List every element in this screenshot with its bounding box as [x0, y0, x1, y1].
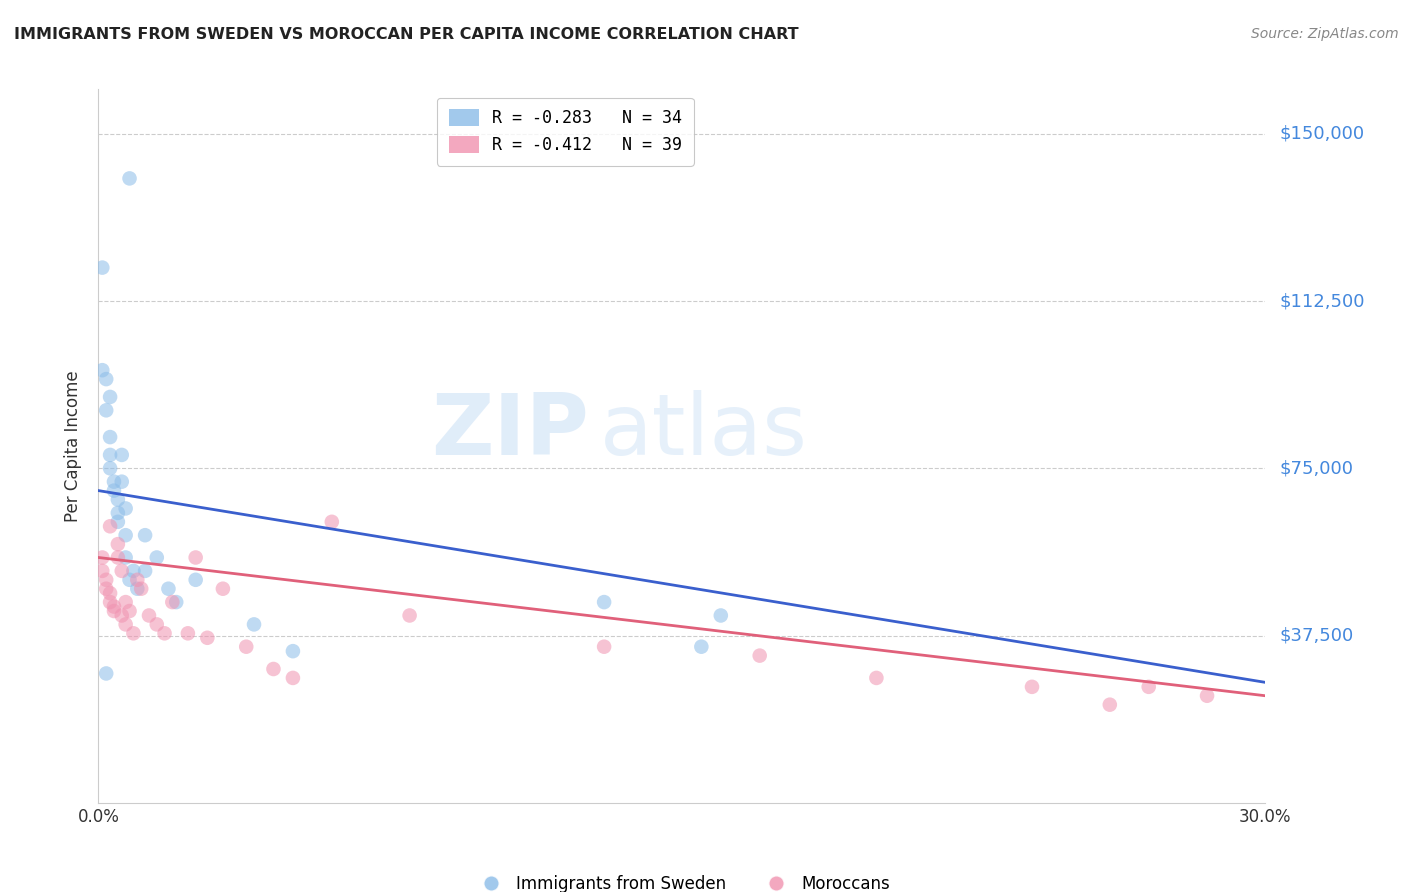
Point	[146, 617, 169, 632]
Point	[96, 666, 118, 681]
Point	[122, 564, 145, 578]
Point	[114, 617, 136, 632]
Text: atlas: atlas	[600, 390, 808, 474]
Point	[111, 475, 134, 489]
Point	[127, 582, 149, 596]
Point	[103, 483, 125, 498]
Point	[98, 461, 121, 475]
Point	[98, 519, 121, 533]
Point	[98, 448, 121, 462]
Point	[91, 564, 114, 578]
Text: IMMIGRANTS FROM SWEDEN VS MOROCCAN PER CAPITA INCOME CORRELATION CHART: IMMIGRANTS FROM SWEDEN VS MOROCCAN PER C…	[14, 27, 799, 42]
Point	[103, 475, 125, 489]
Point	[122, 626, 145, 640]
Point	[96, 372, 118, 386]
Point	[103, 604, 125, 618]
Point	[107, 492, 129, 507]
Point	[593, 595, 616, 609]
Text: $37,500: $37,500	[1279, 626, 1354, 645]
Point	[321, 515, 343, 529]
Point	[118, 573, 141, 587]
Point	[593, 640, 616, 654]
Text: $112,500: $112,500	[1279, 292, 1365, 310]
Point	[212, 582, 235, 596]
Point	[103, 599, 125, 614]
Point	[134, 528, 156, 542]
Point	[184, 573, 207, 587]
Point	[98, 390, 121, 404]
Point	[262, 662, 284, 676]
Point	[865, 671, 887, 685]
Point	[111, 564, 134, 578]
Point	[127, 573, 149, 587]
Point	[111, 448, 134, 462]
Point	[243, 617, 266, 632]
Point	[748, 648, 770, 663]
Point	[165, 595, 187, 609]
Point	[114, 528, 136, 542]
Point	[177, 626, 200, 640]
Point	[235, 640, 257, 654]
Point	[281, 644, 304, 658]
Point	[710, 608, 733, 623]
Point	[111, 608, 134, 623]
Point	[96, 582, 118, 596]
Point	[98, 586, 121, 600]
Point	[118, 171, 141, 186]
Point	[114, 595, 136, 609]
Point	[91, 363, 114, 377]
Point	[162, 595, 184, 609]
Legend: Immigrants from Sweden, Moroccans: Immigrants from Sweden, Moroccans	[467, 868, 897, 892]
Point	[153, 626, 176, 640]
Text: Source: ZipAtlas.com: Source: ZipAtlas.com	[1251, 27, 1399, 41]
Point	[1098, 698, 1121, 712]
Text: $75,000: $75,000	[1279, 459, 1354, 477]
Point	[146, 550, 169, 565]
Point	[98, 595, 121, 609]
Point	[118, 604, 141, 618]
Point	[98, 430, 121, 444]
Point	[107, 506, 129, 520]
Point	[1021, 680, 1043, 694]
Point	[184, 550, 207, 565]
Point	[1195, 689, 1218, 703]
Point	[91, 260, 114, 275]
Point	[138, 608, 160, 623]
Point	[114, 550, 136, 565]
Point	[281, 671, 304, 685]
Point	[129, 582, 152, 596]
Point	[96, 403, 118, 417]
Point	[107, 537, 129, 551]
Point	[91, 550, 114, 565]
Point	[157, 582, 180, 596]
Y-axis label: Per Capita Income: Per Capita Income	[65, 370, 83, 522]
Point	[1137, 680, 1160, 694]
Point	[114, 501, 136, 516]
Point	[195, 631, 218, 645]
Point	[690, 640, 713, 654]
Text: ZIP: ZIP	[430, 390, 589, 474]
Point	[96, 573, 118, 587]
Point	[107, 515, 129, 529]
Text: $150,000: $150,000	[1279, 125, 1364, 143]
Point	[134, 564, 156, 578]
Point	[107, 550, 129, 565]
Point	[398, 608, 420, 623]
